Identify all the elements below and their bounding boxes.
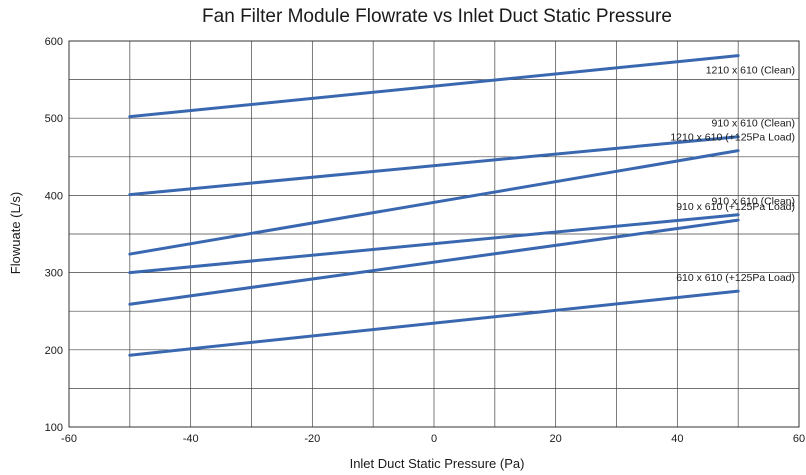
series-line [128, 218, 740, 306]
y-tick-label: 100 [45, 422, 63, 434]
tick-labels: -60 -40 -20 0 20 40 60 100 200 300 400 500 600 [45, 36, 805, 445]
y-tick-label: 600 [45, 36, 63, 48]
series-line [128, 149, 740, 256]
x-axis-label: Inlet Duct Static Pressure (Pa) [350, 456, 525, 471]
x-tick-label: 0 [431, 433, 437, 445]
series-line [128, 135, 740, 197]
series-label: 1210 x 610 (Clean) [706, 65, 795, 77]
x-tick-label: 20 [550, 433, 562, 445]
y-axis-label: Flowuate (L/s) [8, 192, 23, 274]
series-label: 910 x 610 (Clean) [712, 196, 795, 208]
series-line [128, 54, 740, 119]
series-labels: 1210 x 610 (Clean) 910 x 610 (Clean) 1210 … [670, 65, 795, 284]
plot-frame [68, 40, 800, 428]
x-tick-label: 40 [671, 433, 683, 445]
chart-title: Fan Filter Module Flowrate vs Inlet Duct… [202, 6, 672, 27]
x-tick-label: -60 [61, 433, 77, 445]
x-tick-label: -40 [183, 433, 199, 445]
series-line [128, 289, 740, 357]
grid [68, 40, 800, 428]
series-label: 910 x 610 (+125Pa Load) [676, 201, 795, 213]
series-label: 910 x 610 (Clean) [712, 118, 795, 130]
series-label: 610 x 610 (+125Pa Load) [676, 272, 795, 284]
y-tick-label: 400 [45, 190, 63, 202]
series-label: 1210 x 610 (+125Pa Load) [670, 132, 795, 144]
series-lines [128, 54, 740, 357]
y-tick-label: 200 [45, 345, 63, 357]
series-line [128, 213, 740, 275]
y-tick-label: 300 [45, 268, 63, 280]
x-tick-label: 60 [793, 433, 805, 445]
x-tick-label: -20 [304, 433, 320, 445]
y-tick-label: 500 [45, 113, 63, 125]
